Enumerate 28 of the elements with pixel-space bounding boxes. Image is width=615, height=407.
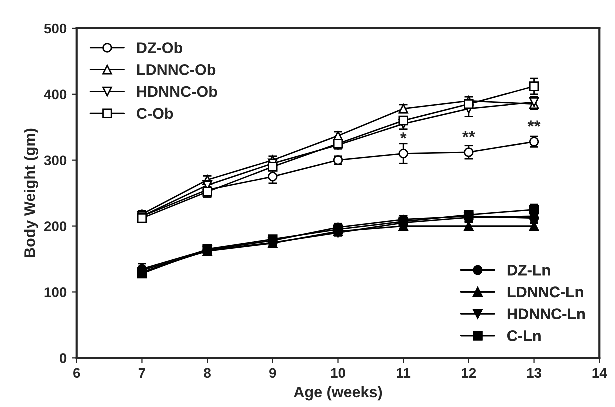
legend-label: HDNNC-Ob bbox=[137, 86, 218, 98]
x-tick-label: 14 bbox=[592, 368, 608, 378]
annotation: ** bbox=[462, 131, 476, 138]
legend-label: C-Ln bbox=[508, 330, 541, 342]
x-axis-title: Age (weeks) bbox=[294, 386, 382, 401]
y-tick-label: 200 bbox=[44, 222, 67, 232]
annotation: * bbox=[400, 132, 407, 139]
y-tick-label: 500 bbox=[44, 24, 67, 34]
x-tick-label: 12 bbox=[462, 368, 476, 378]
y-axis-title: Body Weight (gm) bbox=[24, 128, 38, 258]
annotation: ** bbox=[528, 120, 541, 127]
y-tick-label: 100 bbox=[44, 288, 67, 298]
legend-label: LDNNC-Ln bbox=[508, 286, 584, 298]
y-tick-label: 300 bbox=[44, 156, 67, 166]
legend-label: DZ-Ln bbox=[508, 265, 550, 276]
x-tick-label: 8 bbox=[204, 368, 211, 378]
legend-label: C-Ob bbox=[137, 108, 174, 120]
x-tick-label: 6 bbox=[74, 368, 80, 378]
legend-label: LDNNC-Ob bbox=[137, 64, 216, 76]
legend-label: DZ-Ob bbox=[137, 42, 182, 54]
x-tick-label: 11 bbox=[397, 368, 411, 378]
x-tick-label: 10 bbox=[331, 368, 346, 378]
y-tick-label: 0 bbox=[60, 353, 67, 364]
x-tick-label: 9 bbox=[270, 368, 276, 378]
legend-label: HDNNC-Ln bbox=[508, 308, 585, 320]
y-tick-label: 400 bbox=[44, 90, 67, 100]
x-tick-label: 7 bbox=[138, 368, 146, 378]
x-tick-label: 13 bbox=[527, 368, 542, 378]
